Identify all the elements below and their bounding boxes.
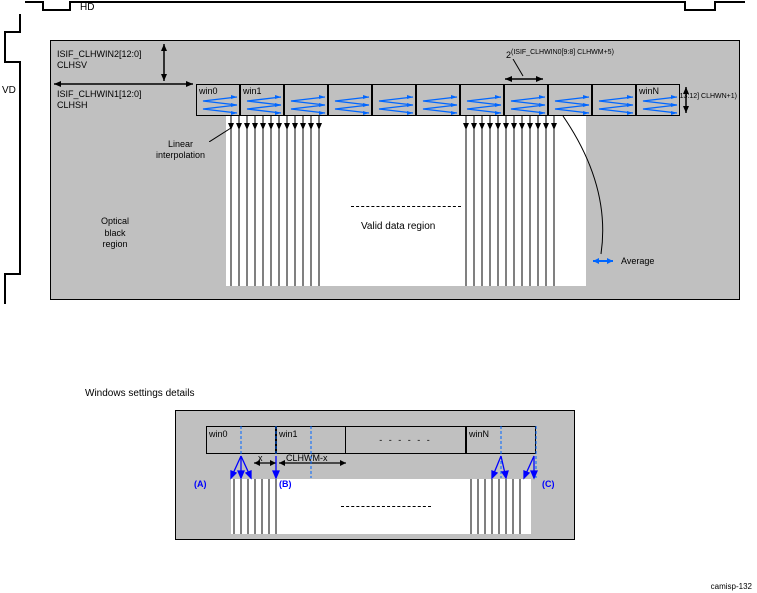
valid-data-label: Valid data region bbox=[361, 221, 435, 232]
win-cell-1: win1 bbox=[240, 84, 284, 116]
marker-b: (B) bbox=[279, 479, 292, 489]
linear-interp-label: Linearinterpolation bbox=[156, 139, 205, 161]
stripes-left bbox=[221, 116, 336, 286]
hd-signal bbox=[25, 0, 745, 12]
detail-dashed-mid bbox=[341, 506, 431, 507]
linear-interp-leader bbox=[209, 128, 234, 142]
win-cell-6 bbox=[460, 84, 504, 116]
clhsh-arrow bbox=[51, 79, 196, 89]
average-label: Average bbox=[621, 256, 654, 266]
detail-title: Windows settings details bbox=[85, 388, 195, 399]
optical-black-label: Opticalblackregion bbox=[101, 216, 129, 251]
win-cell-5 bbox=[416, 84, 460, 116]
clhsv-arrow bbox=[159, 41, 169, 84]
clhsv-label: ISIF_CLHWIN2[12:0]CLHSV bbox=[57, 49, 142, 71]
win-cell-3 bbox=[328, 84, 372, 116]
main-diagram-box: ISIF_CLHWIN2[12:0]CLHSV ISIF_CLHWIN1[12:… bbox=[50, 40, 740, 300]
window-row: win0 win1 winN bbox=[196, 84, 680, 116]
win-cell-8 bbox=[548, 84, 592, 116]
clhsh-label: ISIF_CLHWIN1[12:0]CLHSH bbox=[57, 89, 142, 111]
clhwm-leader bbox=[511, 59, 526, 79]
win-cell-n: winN bbox=[636, 84, 680, 116]
average-leader bbox=[551, 116, 631, 256]
vd-signal bbox=[0, 14, 25, 304]
marker-b-arrows bbox=[264, 454, 294, 482]
win-cell-0: win0 bbox=[196, 84, 240, 116]
marker-c: (C) bbox=[542, 479, 555, 489]
hd-label: HD bbox=[80, 2, 94, 13]
win-cell-2 bbox=[284, 84, 328, 116]
marker-a: (A) bbox=[194, 479, 207, 489]
detail-diagram-box: win0 win1 - - - - - - winN x CLHWM-x bbox=[175, 410, 575, 540]
win-cell-7 bbox=[504, 84, 548, 116]
dashed-continuation bbox=[351, 206, 461, 207]
marker-c-arrows bbox=[484, 454, 544, 482]
average-icon bbox=[589, 256, 617, 266]
win-cell-4 bbox=[372, 84, 416, 116]
detail-stripes-left bbox=[229, 479, 309, 534]
win-cell-9 bbox=[592, 84, 636, 116]
vd-label: VD bbox=[2, 85, 16, 96]
footer-id: camisp-132 bbox=[711, 582, 752, 591]
detail-stripes-right bbox=[466, 479, 536, 534]
